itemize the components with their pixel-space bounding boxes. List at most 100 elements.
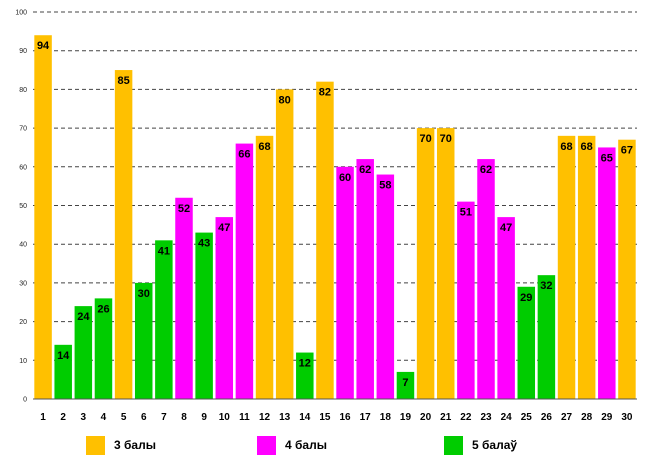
- x-tick-label-16: 16: [340, 412, 352, 423]
- legend-swatch-4: [257, 435, 276, 455]
- bar-11: [235, 143, 254, 399]
- x-tick-label-22: 22: [460, 412, 472, 423]
- data-label-14: 12: [299, 358, 311, 370]
- data-label-6: 30: [138, 288, 150, 300]
- data-label-23: 62: [480, 164, 492, 176]
- y-tick-label-0: 0: [23, 397, 27, 404]
- y-tick-label-40: 40: [19, 242, 27, 249]
- bar-9: [195, 232, 213, 399]
- data-label-1: 94: [37, 40, 50, 52]
- bar-17: [356, 159, 374, 399]
- data-label-24: 47: [500, 222, 512, 234]
- data-label-29: 65: [601, 152, 613, 164]
- y-tick-label-80: 80: [19, 87, 27, 94]
- y-tick-label-10: 10: [19, 358, 27, 365]
- legend-label-3: 3 балы: [114, 438, 156, 452]
- bar-12: [255, 135, 274, 399]
- x-tick-label-11: 11: [239, 412, 250, 423]
- data-label-17: 62: [359, 164, 371, 176]
- data-label-10: 47: [218, 222, 230, 234]
- y-tick-label-20: 20: [19, 319, 27, 326]
- data-label-27: 68: [560, 141, 572, 153]
- data-label-3: 24: [77, 311, 90, 323]
- bar-20: [416, 128, 435, 399]
- x-tick-label-12: 12: [259, 412, 271, 423]
- bar-2: [54, 344, 72, 399]
- data-label-11: 66: [238, 149, 250, 161]
- x-tick-label-24: 24: [501, 412, 513, 423]
- bars: [34, 35, 636, 400]
- data-label-16: 60: [339, 172, 351, 184]
- x-tick-label-14: 14: [299, 412, 311, 423]
- y-tick-label-60: 60: [19, 164, 27, 171]
- legend-swatch-5: [444, 435, 463, 455]
- legend-item-4: 4 балы: [257, 433, 327, 457]
- x-tick-label-3: 3: [81, 412, 87, 423]
- x-tick-label-21: 21: [440, 412, 452, 423]
- bar-18: [376, 174, 395, 399]
- x-tick-label-9: 9: [201, 412, 207, 423]
- x-tick-label-23: 23: [480, 412, 492, 423]
- x-tick-label-6: 6: [141, 412, 147, 423]
- data-label-18: 58: [379, 180, 391, 192]
- data-label-2: 14: [57, 350, 70, 362]
- x-tick-label-25: 25: [521, 412, 533, 423]
- data-label-26: 32: [540, 280, 552, 292]
- data-label-25: 29: [520, 292, 532, 304]
- data-label-13: 80: [279, 94, 291, 106]
- data-label-4: 26: [97, 303, 109, 315]
- x-tick-label-5: 5: [121, 412, 127, 423]
- x-tick-label-17: 17: [360, 412, 372, 423]
- bar-30: [618, 139, 636, 399]
- data-label-7: 41: [158, 245, 170, 257]
- bar-1: [34, 35, 52, 399]
- y-axis-ticks: 0 10 20 30 40 50 60 70 80 90 100: [15, 10, 27, 404]
- data-label-21: 70: [440, 133, 452, 145]
- y-tick-label-50: 50: [19, 203, 27, 210]
- legend-swatch-3: [86, 435, 105, 455]
- bar-6: [134, 282, 153, 399]
- bar-5: [114, 70, 133, 400]
- x-tick-label-4: 4: [101, 412, 107, 423]
- x-tick-label-27: 27: [561, 412, 573, 423]
- x-tick-label-29: 29: [601, 412, 613, 423]
- x-tick-label-10: 10: [219, 412, 231, 423]
- x-tick-label-1: 1: [40, 412, 46, 423]
- legend-label-5: 5 балаў: [472, 438, 518, 452]
- data-label-9: 43: [198, 238, 210, 250]
- x-tick-label-26: 26: [541, 412, 553, 423]
- x-tick-label-20: 20: [420, 412, 432, 423]
- bar-13: [275, 89, 294, 400]
- data-label-15: 82: [319, 87, 331, 99]
- x-tick-label-8: 8: [181, 412, 187, 423]
- bar-14: [296, 352, 314, 399]
- x-tick-label-2: 2: [60, 412, 66, 423]
- data-label-30: 67: [621, 145, 633, 157]
- data-label-19: 7: [402, 377, 408, 389]
- y-tick-label-90: 90: [19, 48, 27, 55]
- bar-15: [316, 81, 334, 399]
- data-label-28: 68: [581, 141, 593, 153]
- bar-28: [577, 135, 596, 399]
- y-tick-label-70: 70: [19, 126, 27, 133]
- bar-10: [215, 217, 234, 399]
- legend-item-3: 3 балы: [86, 433, 156, 457]
- bar-21: [436, 128, 455, 399]
- legend-label-4: 4 балы: [285, 438, 327, 452]
- x-tick-label-30: 30: [621, 412, 633, 423]
- x-tick-label-13: 13: [279, 412, 291, 423]
- bar-23: [477, 159, 495, 399]
- bar-8: [175, 197, 193, 399]
- bar-26: [537, 275, 556, 399]
- data-labels: 94 14 24 26 85 30 41 52 43 47 66 68 80 12 82 60 62 58 7 70 7…: [37, 40, 633, 389]
- data-label-5: 85: [117, 75, 129, 87]
- legend-item-5: 5 балаў: [444, 433, 517, 457]
- x-axis-categories: 1 2 3 4 5 6 7 8 9 10 11 12 13 14 15 16 17 18 19 20 21 22 23 24 2…: [40, 412, 633, 423]
- x-tick-label-28: 28: [581, 412, 593, 423]
- bar-24: [497, 217, 515, 399]
- bar-4: [94, 298, 113, 399]
- bar-7: [155, 240, 173, 399]
- x-tick-label-18: 18: [380, 412, 392, 423]
- x-tick-label-19: 19: [400, 412, 412, 423]
